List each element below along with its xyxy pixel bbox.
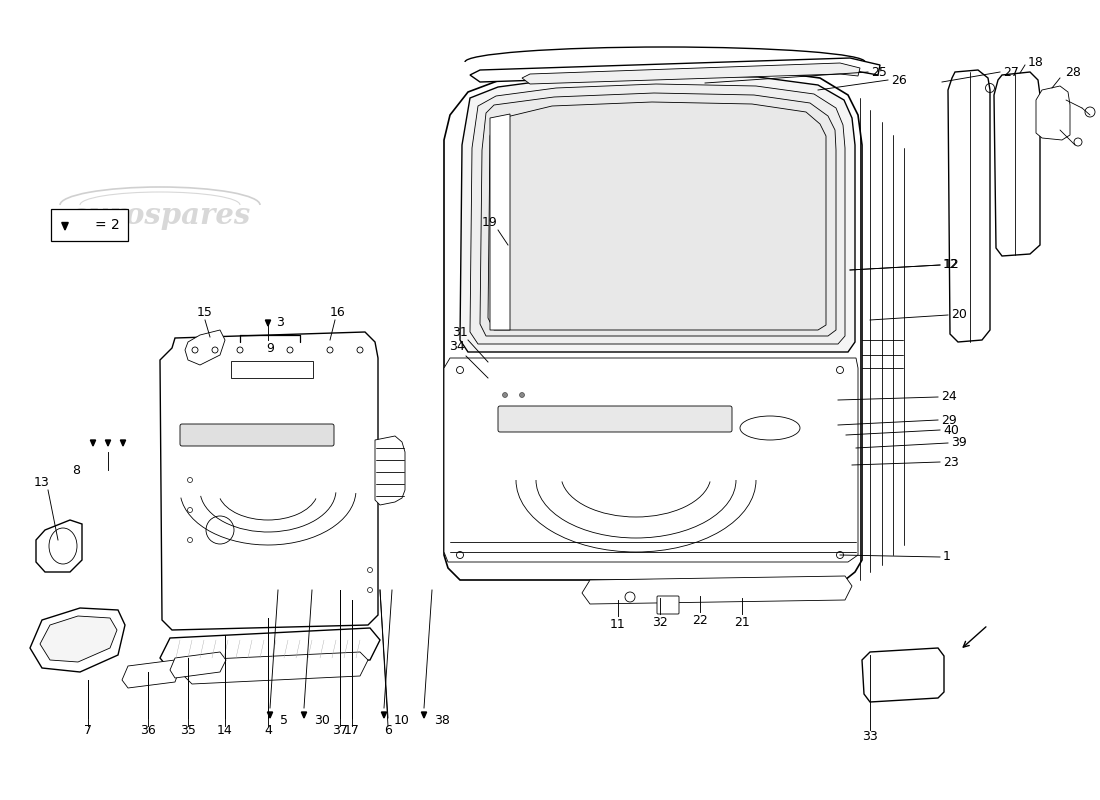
- Polygon shape: [862, 648, 944, 702]
- Text: 10: 10: [394, 714, 410, 726]
- Text: 32: 32: [652, 615, 668, 629]
- Polygon shape: [994, 72, 1040, 256]
- Text: 19: 19: [482, 215, 498, 229]
- Polygon shape: [301, 712, 307, 718]
- Text: 4: 4: [264, 723, 272, 737]
- Text: 6: 6: [384, 723, 392, 737]
- Polygon shape: [480, 93, 836, 336]
- Text: 39: 39: [952, 437, 967, 450]
- Text: 24: 24: [940, 390, 957, 403]
- Text: 21: 21: [734, 615, 750, 629]
- Text: 33: 33: [862, 730, 878, 742]
- Polygon shape: [444, 358, 858, 562]
- Polygon shape: [62, 222, 68, 230]
- Polygon shape: [470, 58, 880, 82]
- Text: eurospares: eurospares: [605, 541, 785, 570]
- FancyBboxPatch shape: [657, 596, 679, 614]
- Text: 7: 7: [84, 723, 92, 737]
- Text: 16: 16: [330, 306, 345, 318]
- Text: 12: 12: [944, 258, 959, 271]
- Polygon shape: [122, 660, 180, 688]
- Text: 15: 15: [197, 306, 213, 318]
- Text: 5: 5: [280, 714, 288, 726]
- Polygon shape: [470, 84, 845, 344]
- FancyBboxPatch shape: [498, 406, 732, 432]
- Polygon shape: [1036, 86, 1070, 140]
- Polygon shape: [160, 628, 380, 670]
- Polygon shape: [36, 520, 82, 572]
- Text: 1: 1: [943, 550, 950, 563]
- Text: eurospares: eurospares: [70, 201, 250, 230]
- FancyBboxPatch shape: [180, 424, 334, 446]
- Text: 27: 27: [1003, 66, 1019, 78]
- Text: 26: 26: [891, 74, 906, 86]
- Text: 30: 30: [314, 714, 330, 726]
- Polygon shape: [375, 436, 405, 505]
- Polygon shape: [120, 440, 125, 446]
- FancyBboxPatch shape: [231, 361, 314, 378]
- Polygon shape: [160, 332, 378, 630]
- Text: 37: 37: [332, 723, 348, 737]
- Polygon shape: [90, 440, 96, 446]
- Text: = 2: = 2: [95, 218, 120, 232]
- Polygon shape: [382, 712, 386, 718]
- Text: 35: 35: [180, 723, 196, 737]
- Polygon shape: [460, 75, 855, 352]
- Polygon shape: [184, 652, 368, 684]
- Text: 13: 13: [34, 477, 50, 490]
- Text: 38: 38: [434, 714, 450, 726]
- Text: eurospares: eurospares: [490, 355, 670, 385]
- Text: 12: 12: [943, 258, 959, 271]
- Polygon shape: [267, 712, 273, 718]
- Circle shape: [519, 393, 525, 398]
- Text: 40: 40: [943, 423, 959, 437]
- Text: 17: 17: [344, 723, 360, 737]
- Text: 31: 31: [452, 326, 468, 338]
- Text: 29: 29: [940, 414, 957, 426]
- Text: 23: 23: [943, 455, 959, 469]
- Text: 3: 3: [276, 315, 284, 329]
- Text: 18: 18: [1028, 57, 1044, 70]
- Polygon shape: [30, 608, 125, 672]
- Polygon shape: [265, 320, 271, 326]
- Polygon shape: [421, 712, 427, 718]
- Text: 11: 11: [610, 618, 626, 630]
- Polygon shape: [106, 440, 111, 446]
- Text: 8: 8: [72, 463, 80, 477]
- Text: 22: 22: [692, 614, 708, 626]
- Polygon shape: [490, 114, 510, 330]
- Text: 34: 34: [449, 341, 465, 354]
- Polygon shape: [488, 102, 826, 330]
- Text: 36: 36: [140, 723, 156, 737]
- Polygon shape: [948, 70, 990, 342]
- Polygon shape: [185, 330, 226, 365]
- Circle shape: [503, 393, 507, 398]
- Text: 14: 14: [217, 723, 233, 737]
- FancyBboxPatch shape: [51, 209, 128, 241]
- Text: 9: 9: [266, 342, 274, 354]
- Text: 20: 20: [952, 309, 967, 322]
- Polygon shape: [40, 616, 117, 662]
- Text: 28: 28: [1065, 66, 1081, 78]
- Polygon shape: [582, 576, 852, 604]
- Polygon shape: [170, 652, 226, 678]
- Text: 25: 25: [871, 66, 887, 78]
- Polygon shape: [444, 68, 862, 580]
- Polygon shape: [522, 63, 860, 84]
